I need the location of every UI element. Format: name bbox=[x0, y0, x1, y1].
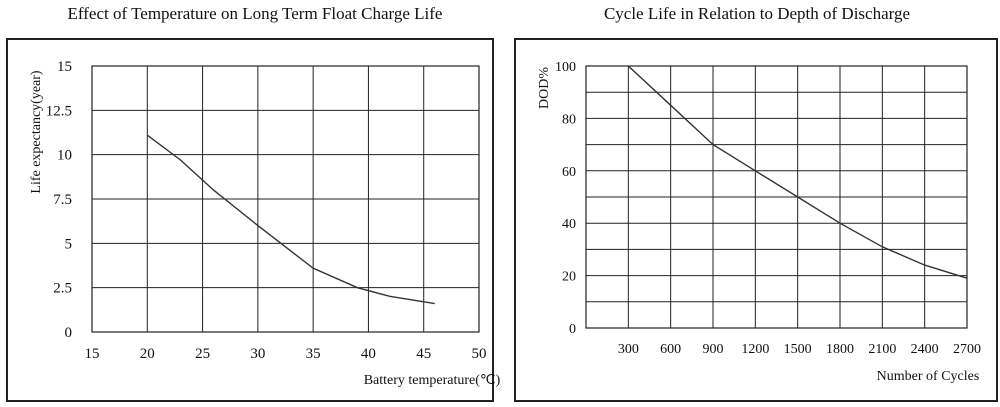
y-tick-label-cycle: 0 bbox=[569, 322, 576, 337]
x-axis-label-temp: Battery temperature(℃) bbox=[364, 373, 501, 388]
y-tick-label-cycle: 100 bbox=[555, 60, 576, 75]
y-tick-label-temp: 12.5 bbox=[46, 103, 72, 119]
y-tick-label-temp: 2.5 bbox=[53, 281, 72, 297]
x-tick-label-cycle: 900 bbox=[703, 342, 724, 357]
y-tick-label-cycle: 80 bbox=[562, 112, 576, 127]
y-tick-label-cycle: 60 bbox=[562, 165, 576, 180]
x-tick-label-cycle: 300 bbox=[618, 342, 639, 357]
x-tick-label-temp: 20 bbox=[140, 346, 155, 362]
chart-frame-temperature bbox=[6, 38, 494, 402]
y-axis-label-cycle: DOD% bbox=[537, 67, 552, 109]
y-tick-label-temp: 10 bbox=[57, 148, 72, 164]
x-tick-label-cycle: 1200 bbox=[741, 342, 769, 357]
y-tick-label-cycle: 40 bbox=[562, 217, 576, 232]
y-axis-label-temp: Life expectancy(year) bbox=[29, 70, 44, 194]
y-tick-label-temp: 7.5 bbox=[53, 192, 72, 208]
series-line-cycle bbox=[627, 65, 968, 279]
series-line-temp bbox=[146, 134, 435, 305]
x-tick-label-temp: 35 bbox=[306, 346, 321, 362]
x-tick-label-temp: 45 bbox=[416, 346, 431, 362]
x-tick-label-cycle: 2700 bbox=[953, 342, 981, 357]
chart-title-temperature: Effect of Temperature on Long Term Float… bbox=[67, 4, 443, 23]
x-tick-label-cycle: 2400 bbox=[911, 342, 939, 357]
y-tick-label-temp: 15 bbox=[57, 59, 72, 75]
y-tick-label-cycle: 20 bbox=[562, 270, 576, 285]
chart-frame-cycle-life bbox=[514, 38, 998, 402]
y-tick-label-temp: 0 bbox=[65, 325, 73, 341]
x-tick-label-cycle: 1500 bbox=[784, 342, 812, 357]
x-tick-label-temp: 30 bbox=[250, 346, 265, 362]
x-tick-label-temp: 50 bbox=[472, 346, 487, 362]
x-tick-label-cycle: 600 bbox=[660, 342, 681, 357]
x-tick-label-cycle: 1800 bbox=[826, 342, 854, 357]
y-tick-label-temp: 5 bbox=[65, 236, 73, 252]
x-axis-label-cycle: Number of Cycles bbox=[877, 369, 980, 384]
x-tick-label-temp: 15 bbox=[85, 346, 100, 362]
x-tick-label-temp: 25 bbox=[195, 346, 210, 362]
chart-title-cycle-life: Cycle Life in Relation to Depth of Disch… bbox=[603, 4, 911, 23]
x-tick-label-cycle: 2100 bbox=[868, 342, 896, 357]
x-tick-label-temp: 40 bbox=[361, 346, 376, 362]
